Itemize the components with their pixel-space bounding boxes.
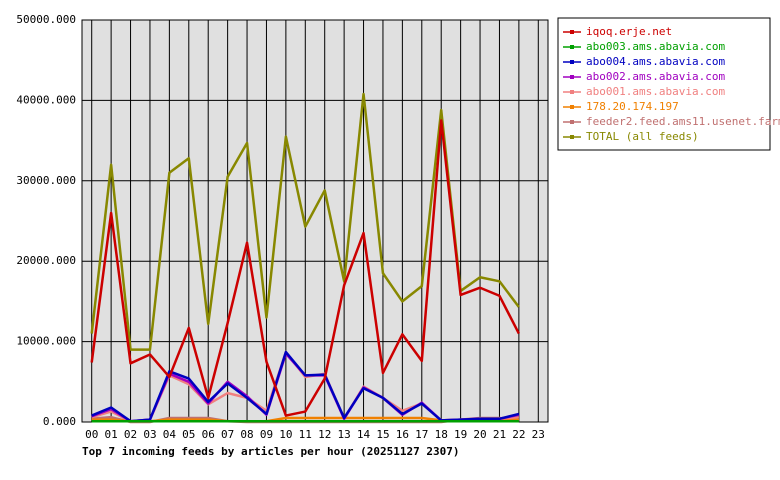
x-tick-label: 11: [299, 428, 312, 441]
legend-marker: [570, 75, 574, 79]
x-tick-label: 05: [182, 428, 195, 441]
x-tick-label: 09: [260, 428, 273, 441]
x-tick-label: 14: [357, 428, 371, 441]
x-tick-label: 07: [221, 428, 234, 441]
x-axis-label: Top 7 incoming feeds by articles per hou…: [82, 445, 460, 458]
legend-marker: [570, 105, 574, 109]
legend-marker: [570, 120, 574, 124]
x-tick-label: 10: [279, 428, 292, 441]
y-tick-label: 50000.000: [16, 13, 76, 26]
x-tick-label: 18: [435, 428, 448, 441]
x-tick-label: 06: [202, 428, 215, 441]
x-tick-label: 16: [396, 428, 409, 441]
x-tick-label: 03: [143, 428, 156, 441]
x-tick-label: 01: [105, 428, 118, 441]
x-tick-label: 02: [124, 428, 137, 441]
y-tick-label: 0.000: [43, 415, 76, 428]
x-tick-label: 21: [493, 428, 506, 441]
legend-marker: [570, 90, 574, 94]
x-tick-label: 22: [512, 428, 525, 441]
legend-label: abo002.ams.abavia.com: [586, 70, 725, 83]
legend-label: abo001.ams.abavia.com: [586, 85, 725, 98]
x-tick-label: 17: [415, 428, 428, 441]
y-tick-label: 40000.000: [16, 93, 76, 106]
x-tick-label: 19: [454, 428, 467, 441]
legend-marker: [570, 60, 574, 64]
y-tick-label: 20000.000: [16, 254, 76, 267]
x-tick-label: 23: [532, 428, 545, 441]
y-tick-label: 30000.000: [16, 174, 76, 187]
x-tick-label: 04: [163, 428, 177, 441]
y-tick-label: 10000.000: [16, 335, 76, 348]
legend-label: feeder2.feed.ams11.usenet.farm: [586, 115, 780, 128]
legend-label: iqoq.erje.net: [586, 25, 672, 38]
plot-area: [82, 20, 548, 422]
x-tick-label: 13: [338, 428, 351, 441]
x-tick-label: 08: [240, 428, 253, 441]
x-tick-label: 15: [376, 428, 389, 441]
legend-marker: [570, 30, 574, 34]
legend-marker: [570, 45, 574, 49]
x-tick-label: 12: [318, 428, 331, 441]
legend-marker: [570, 135, 574, 139]
x-tick-label: 20: [473, 428, 486, 441]
legend-label: abo003.ams.abavia.com: [586, 40, 725, 53]
legend-label: TOTAL (all feeds): [586, 130, 699, 143]
legend-label: abo004.ams.abavia.com: [586, 55, 725, 68]
legend-box: [557, 17, 771, 151]
legend-label: 178.20.174.197: [586, 100, 679, 113]
series-line: [90, 119, 520, 417]
x-tick-label: 00: [85, 428, 98, 441]
